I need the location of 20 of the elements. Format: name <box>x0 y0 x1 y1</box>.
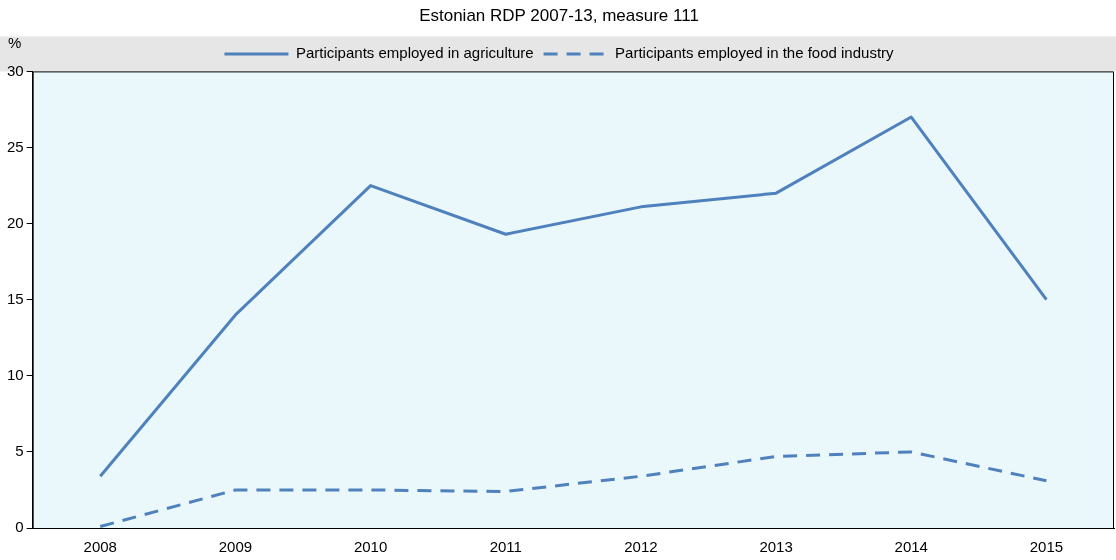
y-tick-label: 10 <box>7 365 24 383</box>
x-tick-label: 2014 <box>894 538 928 556</box>
y-axis-title: % <box>8 34 22 52</box>
y-tick-label: 30 <box>7 61 24 79</box>
y-tick-label: 20 <box>7 213 24 231</box>
y-tick-label: 15 <box>7 289 24 307</box>
y-tick-label: 5 <box>15 442 24 460</box>
x-tick-label: 2013 <box>759 538 793 556</box>
x-tick-label: 2011 <box>489 538 522 556</box>
chart-title: Estonian RDP 2007-13, measure 111 <box>419 5 699 25</box>
line-series <box>98 450 1048 528</box>
y-tick-label: 25 <box>7 137 24 155</box>
x-tick-label: 2015 <box>1029 538 1064 556</box>
legend-label: Participants employed in agriculture <box>295 44 534 62</box>
x-tick-label: 2012 <box>624 538 658 556</box>
y-tick-label: 0 <box>15 518 24 536</box>
legend-label: Participants employed in the food industry <box>615 44 895 62</box>
x-tick-label: 2008 <box>83 538 117 556</box>
x-tick-label: 2010 <box>353 538 388 556</box>
x-tick-label: 2009 <box>218 538 253 556</box>
